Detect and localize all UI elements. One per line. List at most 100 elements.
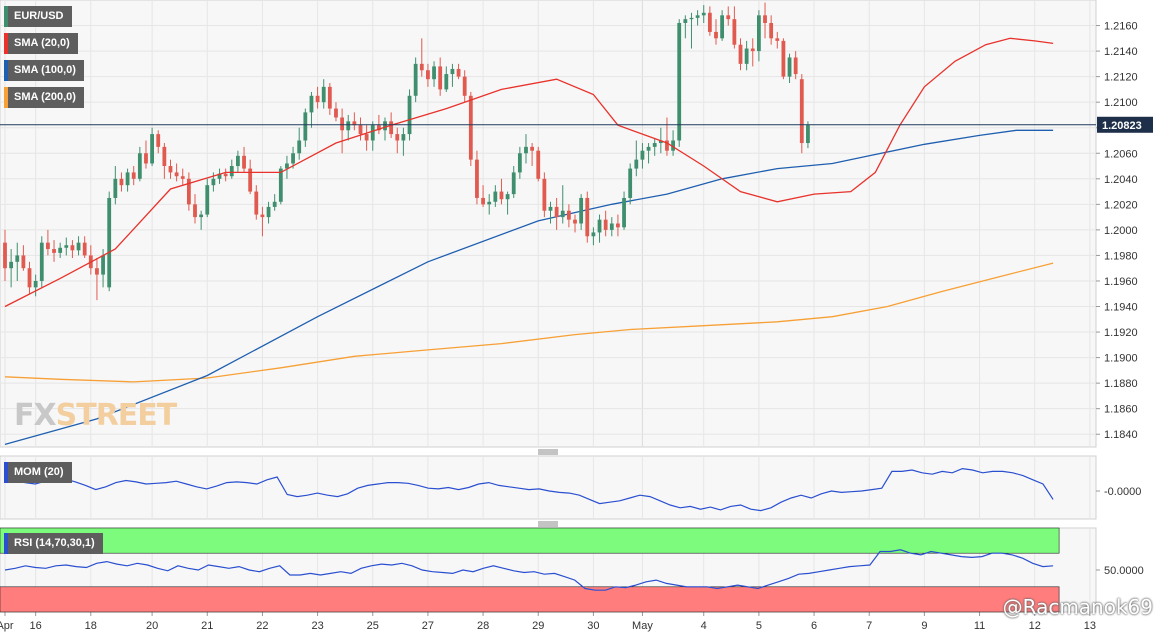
candle-body [554, 206, 559, 218]
candle-body [285, 163, 289, 169]
candle-body [566, 210, 571, 220]
candle [321, 79, 326, 109]
candle [732, 6, 737, 49]
candle-body [646, 146, 651, 151]
candle [352, 112, 357, 131]
candle [530, 143, 535, 167]
rsi-line [4, 549, 1054, 591]
y-tick-label: 1.2160 [1104, 21, 1138, 33]
candle [585, 191, 590, 243]
candle [346, 114, 351, 141]
candle-body [787, 57, 792, 77]
last-price-value: 1.20823 [1102, 120, 1142, 132]
candle [223, 168, 228, 182]
candle-body [340, 117, 345, 131]
candle [229, 159, 234, 179]
candle [505, 191, 510, 215]
candle-body [21, 255, 26, 269]
x-tick-label: 11 [974, 620, 985, 632]
candle-body [609, 223, 614, 230]
candle [3, 229, 7, 281]
candle-body [401, 134, 406, 141]
symbol-label[interactable]: EUR/USD [4, 6, 72, 27]
candle-body [64, 245, 69, 248]
candle [536, 146, 541, 182]
mom-resize-handle[interactable] [538, 449, 558, 455]
candle-body [156, 134, 161, 147]
candle [591, 227, 596, 246]
candle [799, 74, 804, 154]
x-tick-label: 7 [866, 620, 872, 632]
candle-body [665, 140, 669, 151]
candle [579, 194, 584, 230]
candle [499, 178, 504, 205]
candle-body [315, 95, 320, 103]
candle-body [799, 79, 804, 144]
candle-body [260, 214, 265, 218]
mom-label[interactable]: MOM (20) [4, 462, 72, 483]
author-credit: @Racmanok69 [1002, 595, 1153, 619]
rsi-label[interactable]: RSI (14,70,30,1) [4, 533, 103, 554]
y-tick-label: 1.2040 [1104, 174, 1138, 186]
candle [468, 91, 473, 167]
mom-y-tick-label: -0.0000 [1104, 486, 1141, 498]
candle [738, 38, 743, 71]
candle [33, 274, 38, 297]
candle [573, 214, 577, 233]
sma200-line [4, 262, 1054, 383]
y-tick-label: 1.1920 [1104, 327, 1138, 339]
candle-body [524, 146, 528, 154]
candle [609, 217, 614, 237]
rsi-swatch [4, 533, 8, 554]
candle [156, 130, 161, 154]
y-tick-label: 1.1900 [1104, 353, 1138, 365]
candle [456, 63, 461, 80]
x-tick-label: 5 [756, 620, 762, 632]
candle [401, 127, 406, 156]
candle [309, 91, 314, 128]
candle [315, 86, 320, 109]
candle-body [677, 22, 682, 141]
candle-body [585, 197, 590, 237]
candle-body [297, 140, 302, 154]
candle-body [628, 168, 633, 198]
watermark-street: STREET [55, 398, 178, 433]
candle-body [616, 223, 620, 228]
candle-body [603, 219, 608, 230]
candle [340, 108, 345, 154]
candle-body [756, 15, 761, 52]
sma200-label[interactable]: SMA (200,0) [4, 87, 84, 108]
x-tick-label: 21 [201, 620, 213, 632]
x-tick-label: 22 [256, 620, 268, 632]
rsi-label-text: RSI (14,70,30,1) [14, 537, 95, 549]
candle-body [101, 255, 105, 275]
candle [180, 168, 185, 186]
candle-body [763, 15, 767, 23]
candle [665, 117, 669, 156]
candle [131, 166, 136, 186]
sma20-label[interactable]: SMA (20,0) [4, 33, 78, 54]
y-tick-label: 1.1860 [1104, 404, 1138, 416]
candle-body [162, 146, 167, 167]
candle-body [58, 247, 63, 253]
rsi-resize-handle[interactable] [538, 521, 558, 527]
candle [242, 146, 246, 173]
candle-body [413, 63, 418, 96]
sma100-label[interactable]: SMA (100,0) [4, 60, 84, 81]
candle-body [321, 86, 326, 103]
x-tick-label: 29 [532, 620, 544, 632]
x-tick-label: May [632, 620, 653, 632]
y-tick-label: 1.2140 [1104, 46, 1138, 58]
candle-body [493, 191, 498, 202]
candle [426, 63, 430, 87]
candle [714, 19, 718, 45]
candle-body [278, 168, 283, 202]
candle-body [573, 219, 577, 224]
candle [413, 57, 418, 103]
candle [444, 66, 449, 92]
candle-body [327, 86, 332, 109]
candle-body [211, 178, 216, 186]
candle-body [254, 191, 259, 215]
candle [303, 108, 308, 147]
candle-body [475, 159, 479, 198]
